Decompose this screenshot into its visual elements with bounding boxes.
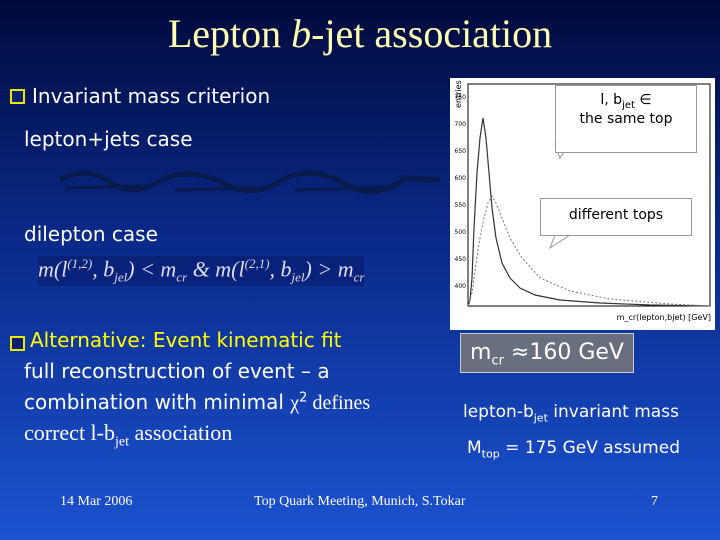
y-tick-label: 600 bbox=[454, 175, 466, 182]
y-tick-label: 650 bbox=[454, 148, 466, 155]
y-tick-label: 550 bbox=[454, 202, 466, 209]
text-part: association bbox=[129, 420, 233, 445]
y-tick-label: 450 bbox=[454, 256, 466, 263]
text-part: correct l-b bbox=[24, 420, 115, 445]
text-part: m bbox=[470, 340, 492, 365]
callout: l, bjet ∈ the same top bbox=[555, 85, 697, 153]
bullet-text: Invariant mass criterion bbox=[32, 84, 271, 108]
bullet-text: Alternative: Event kinematic fit bbox=[30, 328, 342, 352]
footer-page: 7 bbox=[651, 494, 658, 509]
text-part: defines bbox=[307, 392, 371, 414]
bullet bbox=[10, 89, 25, 104]
title-text: -jet association bbox=[311, 11, 553, 56]
x-axis-label: m_cr(lepton,bjet) [GeV] bbox=[616, 313, 711, 322]
text-part: combination with minimal bbox=[24, 390, 291, 414]
plot bbox=[467, 83, 711, 307]
title-text: b bbox=[291, 11, 312, 56]
formula-part: (2,1) bbox=[244, 256, 270, 271]
callout-line: l, bjet ∈ bbox=[556, 92, 696, 111]
text-part: cr bbox=[491, 353, 504, 369]
formula-part: m(l bbox=[38, 256, 68, 282]
formula-part: , b bbox=[92, 256, 115, 282]
formula-part: jel bbox=[114, 269, 128, 285]
slide-title: Lepton b-jet association bbox=[0, 10, 720, 57]
text-part: ≈160 GeV bbox=[503, 340, 624, 365]
case-label: lepton+jets case bbox=[24, 127, 193, 151]
case-label: dilepton case bbox=[24, 222, 158, 246]
bullet-text: combination with minimal χ2 defines bbox=[24, 390, 370, 415]
text-part: 2 bbox=[299, 390, 308, 406]
formula-part: & bbox=[187, 256, 216, 282]
formula-part: ) < m bbox=[127, 256, 177, 282]
note: lepton-bjet invariant mass bbox=[463, 402, 679, 424]
text-part: invariant mass bbox=[547, 402, 679, 422]
text-part: jet bbox=[622, 99, 635, 111]
mcr-box: mcr ≈160 GeV bbox=[460, 333, 634, 373]
y-tick-label: 400 bbox=[454, 283, 466, 290]
footer-meeting: Top Quark Meeting, Munich, S.Tokar bbox=[254, 494, 466, 509]
footer-date: 14 Mar 2006 bbox=[60, 494, 133, 509]
text-part: ∈ bbox=[634, 92, 652, 108]
y-tick-label: 700 bbox=[454, 121, 466, 128]
formula-part: , b bbox=[269, 256, 292, 282]
formula: m(l(1,2), bjel) < mcr & m(l(2,1), bjel) … bbox=[38, 256, 365, 286]
text-part: l, b bbox=[600, 92, 623, 108]
callout: different tops bbox=[540, 198, 692, 236]
text-part: top bbox=[481, 447, 500, 461]
bullet-text: correct l-bjet association bbox=[24, 420, 232, 450]
callout-line: the same top bbox=[579, 110, 673, 127]
formula-part: ) > m bbox=[304, 256, 354, 282]
bullet-text: full reconstruction of event – a bbox=[24, 359, 330, 383]
text-part: = 175 GeV assumed bbox=[499, 438, 680, 458]
formula-part: cr bbox=[176, 269, 188, 285]
formula-part: (1,2) bbox=[67, 256, 93, 271]
text-part: jet bbox=[115, 434, 129, 450]
y-tick-label: 500 bbox=[454, 229, 466, 236]
bullet bbox=[10, 336, 25, 351]
formula-part: jel bbox=[291, 269, 305, 285]
formula-part: m(l bbox=[215, 256, 245, 282]
blurred-formula bbox=[58, 170, 441, 195]
text-part: lepton-b bbox=[463, 402, 534, 422]
text-part: M bbox=[467, 438, 482, 458]
y-tick-label: 750 bbox=[454, 94, 466, 101]
note: Mtop = 175 GeV assumed bbox=[467, 438, 680, 460]
title-text: Lepton bbox=[167, 11, 292, 56]
text-part: χ bbox=[290, 392, 300, 414]
formula-part: cr bbox=[353, 269, 365, 285]
text-part: jet bbox=[533, 411, 548, 425]
